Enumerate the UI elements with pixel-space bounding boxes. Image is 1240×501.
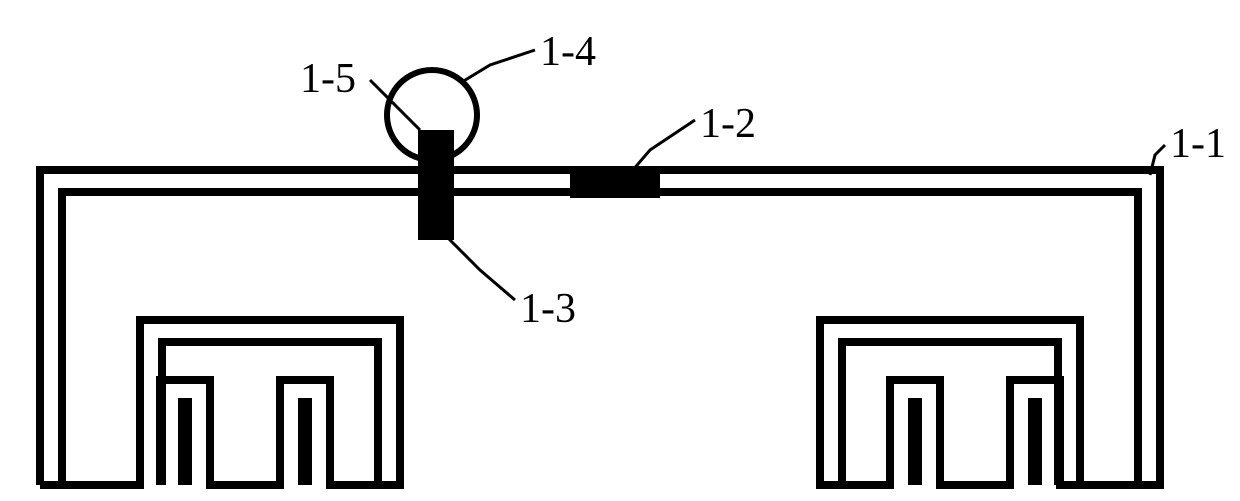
label-1-5: 1-5 xyxy=(300,55,356,103)
feed-block-vertical xyxy=(418,130,454,240)
leader-l1_3 xyxy=(440,230,515,300)
label-1-3: 1-3 xyxy=(520,285,576,333)
label-1-1: 1-1 xyxy=(1170,120,1226,168)
label-1-2: 1-2 xyxy=(700,100,756,148)
label-1-4: 1-4 xyxy=(540,28,596,76)
antenna-trace-inner xyxy=(62,192,1138,485)
diagram-canvas xyxy=(0,0,1240,501)
leader-l1_4 xyxy=(462,50,535,82)
chip-block-horizontal xyxy=(570,170,660,198)
antenna-trace-outer xyxy=(40,170,1160,485)
